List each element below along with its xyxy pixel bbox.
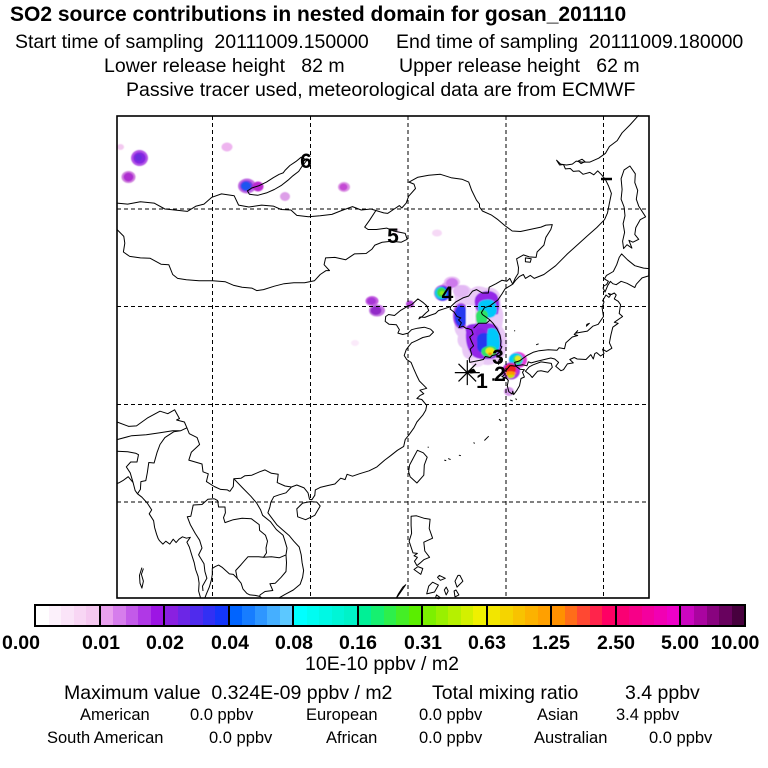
svg-text:6: 6 xyxy=(300,150,312,173)
svg-text:1: 1 xyxy=(476,370,488,393)
svg-text:5: 5 xyxy=(387,225,399,248)
svg-text:4: 4 xyxy=(442,283,454,306)
svg-text:3: 3 xyxy=(492,346,504,369)
svg-text:2: 2 xyxy=(494,363,506,386)
